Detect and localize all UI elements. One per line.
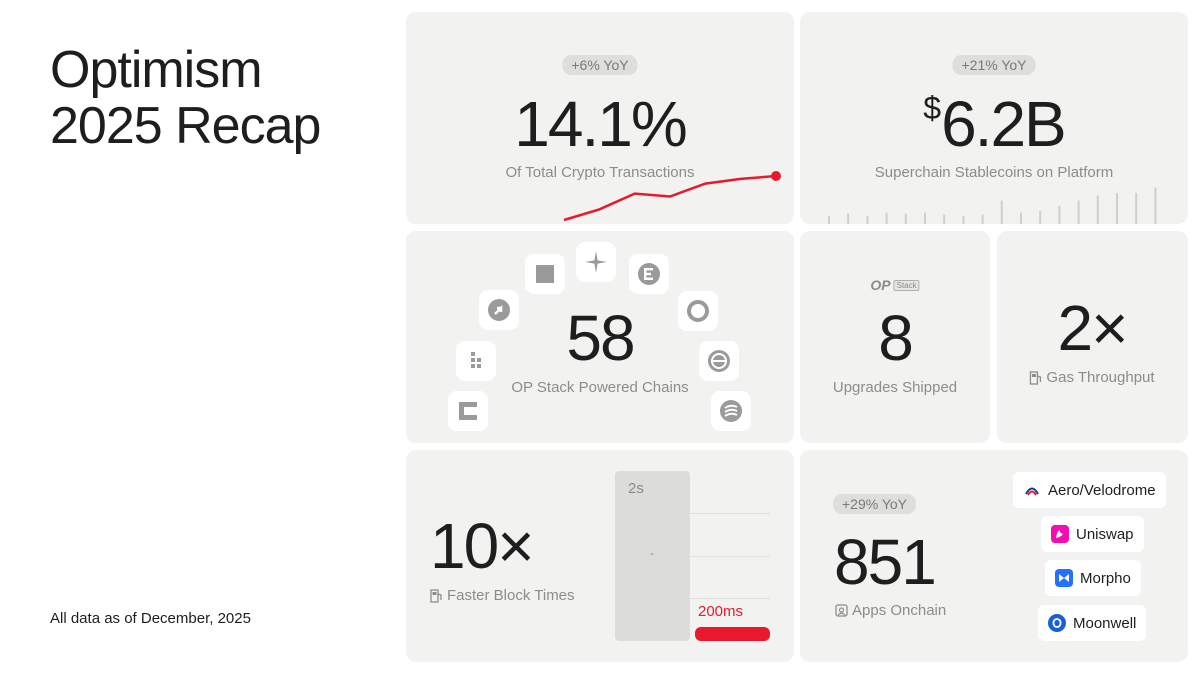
blocktimes-card: 10× Faster Block Times 2s - 200ms <box>406 450 794 662</box>
wave-logo-icon <box>711 391 751 431</box>
gas-value: 2× <box>1057 292 1129 364</box>
app-home-icon <box>835 604 848 617</box>
app-name: Aero/Velodrome <box>1048 481 1156 499</box>
stablecoin-bar <box>1058 205 1061 224</box>
fuel-pump-icon <box>430 588 442 603</box>
stablecoin-bar <box>1116 192 1118 224</box>
c-bracket-logo-icon <box>448 391 488 431</box>
stablecoin-bar <box>943 214 946 224</box>
gridline <box>690 598 770 599</box>
apps-yoy-badge: +29% YoY <box>833 494 917 514</box>
stablecoin-bar <box>1020 212 1022 224</box>
stablecoin-bar <box>924 212 926 224</box>
stablecoin-bar <box>1077 200 1080 224</box>
app-name: Uniswap <box>1076 525 1134 543</box>
apps-value: 851 <box>834 526 937 598</box>
upgrades-label: Upgrades Shipped <box>832 379 958 396</box>
blocktimes-label-wrap: Faster Block Times <box>430 587 575 604</box>
op-logo-text: OP <box>870 277 891 293</box>
title-line-2: 2025 Recap <box>50 97 321 155</box>
transactions-value: 14.1% <box>514 88 687 160</box>
ring-logo-icon <box>678 291 718 331</box>
after-block-time-label: 200ms <box>698 603 744 620</box>
chains-card: 58 OP Stack Powered Chains <box>406 231 794 443</box>
stack-logo-text: Stack <box>893 279 920 291</box>
stablecoin-bar <box>828 216 830 224</box>
title-line-1: Optimism <box>50 41 263 99</box>
stablecoins-value: 6.2B <box>941 88 1067 160</box>
apps-label: Apps Onchain <box>852 602 947 619</box>
stablecoins-bar-chart <box>828 187 1157 224</box>
blocktimes-label: Faster Block Times <box>447 587 575 604</box>
before-block-time-label: 2s <box>628 480 644 497</box>
apps-label-wrap: Apps Onchain <box>835 602 946 619</box>
square-logo-icon <box>525 254 565 294</box>
page-title: Optimism 2025 Recap <box>50 41 321 155</box>
stablecoin-bar <box>962 216 965 224</box>
morpho-icon <box>1055 569 1073 587</box>
block-time-dash: - <box>650 546 654 560</box>
stablecoin-bar <box>1000 200 1003 224</box>
app-name: Moonwell <box>1073 614 1137 632</box>
dots-grid-logo-icon <box>456 341 496 381</box>
stablecoin-bar <box>1154 187 1157 224</box>
stablecoin-bar <box>1039 211 1042 224</box>
gas-card: 2× Gas Throughput <box>997 231 1188 443</box>
gridline <box>690 556 770 557</box>
sparkle-logo-icon <box>576 242 616 282</box>
blocktimes-value: 10× <box>430 510 535 582</box>
stablecoins-value-wrap: $6.2B <box>923 90 1066 156</box>
chains-label: OP Stack Powered Chains <box>511 379 689 396</box>
apps-card: +29% YoY 851 Apps Onchain Aero/Velodrome… <box>800 450 1188 662</box>
e-circle-logo-icon <box>629 254 669 294</box>
transactions-trend-line <box>563 171 781 222</box>
app-morpho[interactable]: Morpho <box>1045 560 1141 596</box>
data-date-note: All data as of December, 2025 <box>50 610 251 627</box>
trend-line-path <box>563 174 777 222</box>
after-block-time-bar <box>695 627 770 641</box>
aero-velodrome-icon <box>1023 481 1041 499</box>
gridline <box>690 513 770 514</box>
app-name: Morpho <box>1080 569 1131 587</box>
arrow-circle-logo-icon <box>479 290 519 330</box>
stablecoin-bar <box>1135 192 1138 224</box>
app-aero-velodrome[interactable]: Aero/Velodrome <box>1013 472 1166 508</box>
stablecoins-currency: $ <box>923 90 942 126</box>
transactions-card: +6% YoY 14.1% Of Total Crypto Transactio… <box>406 12 794 224</box>
transactions-yoy-badge: +6% YoY <box>562 55 638 75</box>
op-stack-logo: OP Stack <box>870 277 920 293</box>
moonwell-icon <box>1048 614 1066 632</box>
app-moonwell[interactable]: Moonwell <box>1038 605 1147 641</box>
stablecoins-label: Superchain Stablecoins on Platform <box>874 164 1114 181</box>
stablecoin-bar <box>847 213 850 224</box>
uniswap-icon <box>1051 525 1069 543</box>
stablecoin-bar <box>981 214 984 224</box>
stablecoin-bar <box>866 216 869 224</box>
fuel-pump-icon <box>1029 370 1042 385</box>
app-uniswap[interactable]: Uniswap <box>1041 516 1144 552</box>
gas-label: Gas Throughput <box>1046 369 1155 386</box>
upgrades-card: OP Stack 8 Upgrades Shipped <box>800 231 990 443</box>
stablecoin-bar <box>1096 195 1099 224</box>
lines-circle-logo-icon <box>699 341 739 381</box>
gas-label-wrap: Gas Throughput <box>1029 369 1155 386</box>
stablecoins-card: +21% YoY $6.2B Superchain Stablecoins on… <box>800 12 1188 224</box>
upgrades-value: 8 <box>878 302 914 374</box>
stablecoin-bar <box>904 213 907 224</box>
stablecoin-bar <box>885 212 888 224</box>
chains-value: 58 <box>566 302 635 374</box>
before-block-time-bar <box>615 471 690 641</box>
stablecoins-yoy-badge: +21% YoY <box>952 55 1036 75</box>
trend-endpoint-dot <box>771 171 781 181</box>
transactions-label: Of Total Crypto Transactions <box>505 164 695 181</box>
